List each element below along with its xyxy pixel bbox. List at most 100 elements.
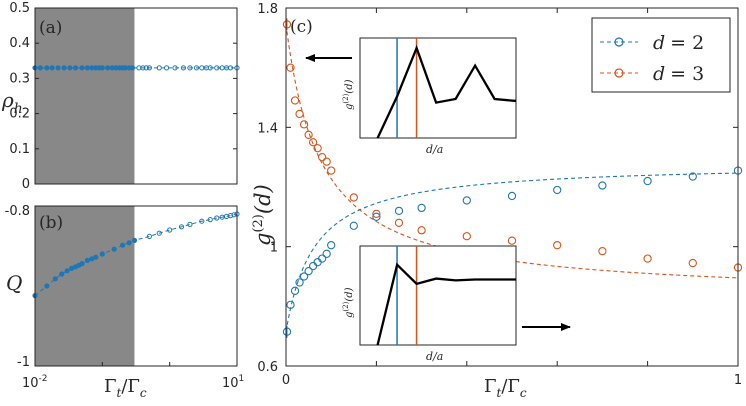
series-d2-point [286, 300, 295, 309]
panel-c-ticks: 0.6 1 1.4 1.8 0 1 [257, 2, 742, 388]
panel-a-ytick-label: 0.3 [9, 71, 30, 86]
panel-b-point [231, 212, 237, 218]
panel-a-point [140, 65, 146, 71]
panel-a-label: (a) [39, 18, 62, 38]
series-d3-point [417, 226, 426, 235]
panel-c-ytick-label: 1.8 [257, 2, 278, 17]
panel-a-point [37, 65, 43, 71]
legend-d3-label: d = 3 [653, 63, 704, 85]
panel-c-ytick-label: 1.4 [257, 121, 278, 136]
panel-b: -1 -0.8 10-2 101 (b) Q Γt/Γc [5, 204, 245, 400]
legend-d3-marker [614, 68, 624, 78]
panel-a-point [187, 65, 193, 71]
panel-b-point [146, 233, 152, 239]
series-d3-point [304, 130, 313, 139]
panel-a-ylabel: ρh [1, 88, 23, 117]
panel-b-axes-box [34, 205, 238, 367]
panel-b-point [79, 261, 85, 267]
panel-a-point [129, 65, 136, 71]
legend: d = 2 d = 3 [591, 17, 731, 93]
series-d3-point [643, 254, 652, 263]
panel-a-points [32, 65, 240, 71]
series-d2-fit-line [285, 172, 739, 332]
panel-b-shaded-region [35, 206, 135, 366]
panel-a-point [227, 65, 234, 71]
panel-a-shaded-region [35, 8, 135, 184]
panel-b-xticks [34, 362, 238, 366]
panel-b-point [99, 251, 105, 257]
series-d3-point [299, 120, 309, 129]
series-d2-point [308, 261, 318, 271]
series-d2-point [372, 212, 381, 221]
panel-b-ytick-label: -1 [17, 355, 30, 370]
series-d3-point [372, 209, 381, 218]
series-d2-point [643, 176, 652, 186]
legend-d2-label: d = 2 [653, 32, 704, 54]
series-d2-point [322, 249, 331, 258]
panel-b-point [44, 283, 50, 289]
panel-a-point [105, 65, 111, 71]
series-d3-point [308, 138, 318, 147]
series-d3-point [507, 236, 517, 245]
panel-a-ytick-label: 0.4 [9, 36, 30, 51]
panel-a-point [61, 65, 67, 71]
series-d2-point [507, 191, 517, 201]
panel-a-point [207, 65, 213, 71]
inset-bottom: g(2)(d) d/a [342, 245, 517, 363]
panel-b-point [199, 218, 205, 224]
panel-a-point [84, 65, 90, 71]
panel-a-point [143, 65, 149, 71]
panel-b-point [156, 230, 162, 236]
panel-b-ylabel: Q [6, 271, 22, 295]
series-d2-point [318, 254, 327, 263]
panel-a-yticks: 0 0.1 0.2 0.3 0.4 0.5 [9, 1, 237, 192]
panel-a: 0 0.1 0.2 0.3 0.4 0.5 (a) ρh [1, 1, 240, 192]
panel-a-point [163, 65, 170, 71]
series-d3-point [322, 157, 331, 166]
inset-top-xlabel: d/a [426, 143, 443, 156]
panel-b-xtick-label-2: 101 [222, 374, 244, 391]
series-d2-point [417, 203, 426, 213]
panel-a-point [67, 65, 73, 71]
panel-a-point [172, 65, 178, 71]
panel-c-points [282, 18, 743, 338]
panel-b-label: (b) [39, 213, 63, 233]
series-d2-point [304, 266, 313, 276]
panel-a-point [193, 65, 200, 71]
panel-b-point [214, 215, 220, 221]
panel-b-point [126, 240, 132, 246]
panel-a-point [180, 65, 187, 71]
panel-c-xtick-label: 0 [282, 373, 290, 388]
legend-d2-marker [614, 37, 624, 47]
panel-a-ytick-label: 0 [22, 177, 30, 192]
panel-c: 0.6 1 1.4 1.8 0 1 (c) g(2)(d) Γt/Γc d = 2 d = 3… [251, 2, 743, 400]
panel-c-xtick-label: 1 [734, 373, 742, 388]
series-d3-point [462, 232, 471, 241]
panel-a-point [146, 65, 152, 71]
panel-a-axes-box [34, 7, 238, 185]
series-d3-point [553, 241, 562, 250]
inset-bottom-ylabel: g(2)(d) [342, 287, 355, 318]
inset-bottom-xlabel: d/a [426, 350, 443, 363]
series-d3-point [327, 166, 336, 175]
panel-a-point [44, 65, 50, 71]
series-d3-point [295, 109, 304, 119]
series-d3-point [290, 96, 300, 105]
panel-b-point [64, 268, 70, 274]
panel-a-point [156, 65, 162, 71]
series-d3-point [598, 246, 607, 256]
panel-b-point [52, 276, 58, 282]
series-d2-point [688, 172, 697, 181]
panel-a-point [214, 65, 220, 71]
panel-b-yticks: -1 -0.8 [5, 204, 39, 370]
panel-c-ytick-label: 1 [270, 241, 278, 256]
series-d2-point [290, 286, 300, 295]
series-d2-point [394, 206, 404, 216]
panel-b-point [167, 227, 173, 233]
panel-a-point [55, 65, 61, 71]
panel-b-point [227, 213, 234, 219]
panel-b-point [207, 217, 213, 223]
series-d2-point [295, 278, 304, 287]
series-d3-point [688, 258, 697, 268]
